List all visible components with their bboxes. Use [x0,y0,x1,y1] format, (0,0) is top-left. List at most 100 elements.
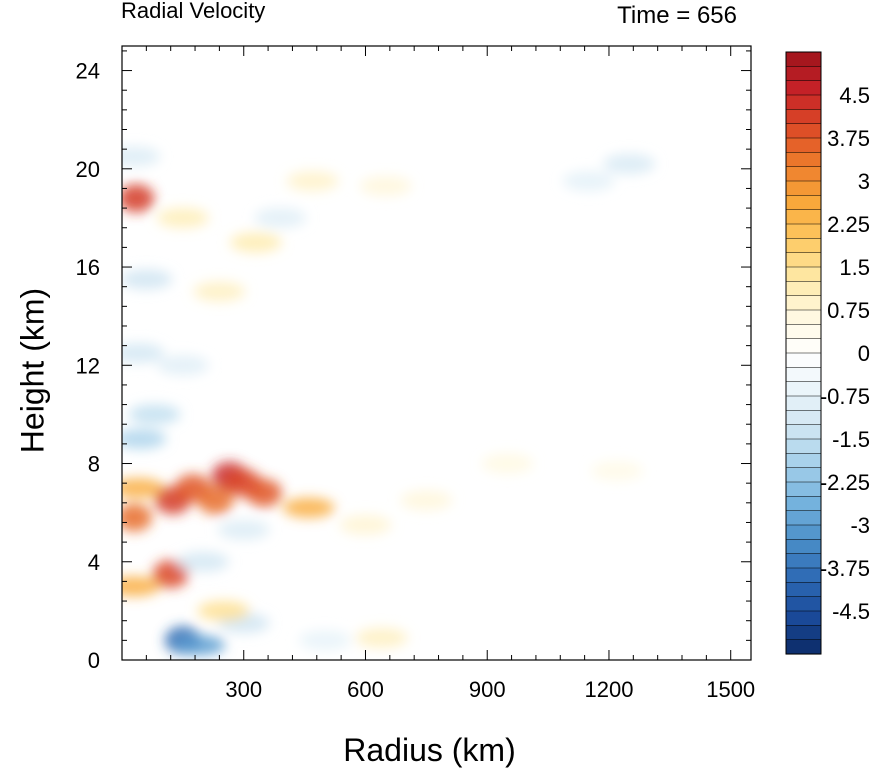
field-feature [122,503,153,532]
field-feature [152,560,189,589]
field-feature [122,428,167,449]
field-feature [122,184,155,213]
colorbar-bin [785,94,822,110]
field-feature [298,630,351,651]
colorbar-bin [785,539,822,555]
colorbar-bin [785,51,822,67]
field-feature [229,232,282,253]
field-feature [217,519,270,540]
y-tick-label: 0 [88,648,100,673]
y-tick-label: 4 [88,550,100,575]
colorbar-label: -1.5 [832,427,870,452]
colorbar-label: 3.75 [827,126,870,151]
chart-title: Radial Velocity [121,0,266,23]
field-feature [562,171,615,192]
colorbar-bin [785,524,822,540]
colorbar-label: 3 [858,169,870,194]
y-tick-label: 8 [88,452,100,477]
field-feature [122,343,165,363]
colorbar-bin [785,166,822,182]
colorbar-bin [785,510,822,526]
colorbar: 4.5 3.75 3 2.25 1.5 0.75 0 -0.75 -1.5 -2.25 -3 -3.7… [785,51,870,655]
field-feature [286,171,339,192]
field-blobs [122,146,656,656]
velocity-field [122,146,656,656]
field-feature [177,551,230,572]
field-feature [156,207,209,228]
colorbar-bin [785,596,822,612]
x-tick-label: 300 [225,677,262,702]
x-tick-label: 1200 [584,677,633,702]
colorbar-label: -2.25 [820,470,870,495]
colorbar-label: 0 [858,341,870,366]
field-feature [173,635,226,656]
colorbar-label: 2.25 [827,212,870,237]
colorbar-bin [785,123,822,139]
colorbar-bin [785,424,822,440]
field-feature [156,355,209,376]
x-axis-label: Radius (km) [343,732,516,768]
colorbar-bin [785,395,822,411]
field-feature [128,404,181,425]
x-tick-label: 600 [347,677,384,702]
colorbar-bin [785,338,822,354]
colorbar-bin [785,309,822,325]
field-feature [254,207,307,228]
colorbar-bin [785,553,822,569]
colorbar-bin [785,610,822,626]
colorbar-bin [785,180,822,196]
colorbar-bin [785,80,822,96]
colorbar-bin [785,453,822,469]
colorbar-bin [785,496,822,512]
field-feature [197,486,234,515]
field-feature [355,627,408,648]
field-feature [193,281,246,302]
colorbar-bin [785,567,822,583]
colorbar-bin [785,223,822,239]
field-feature [591,460,644,481]
colorbar-bin [785,481,822,497]
colorbar-label: -4.5 [832,599,870,624]
field-feature [197,600,250,621]
field-feature [400,490,453,511]
colorbar-bin [785,152,822,168]
colorbar-label: -3 [850,513,870,538]
colorbar-bin [785,137,822,153]
colorbar-label: 0.75 [827,298,870,323]
colorbar-label: -0.75 [820,384,870,409]
colorbar-label: 1.5 [839,255,870,280]
field-feature [359,175,412,196]
colorbar-bin [785,281,822,297]
colorbar-bin [785,66,822,82]
colorbar-bin [785,266,822,282]
colorbar-bin [785,209,822,225]
colorbar-bin [785,238,822,254]
colorbar-bin [785,324,822,340]
colorbar-label: -3.75 [820,556,870,581]
colorbar-bin [785,410,822,426]
colorbar-bin [785,625,822,641]
colorbar-bin [785,639,822,655]
x-tick-label: 900 [469,677,506,702]
colorbar-bin [785,367,822,383]
colorbar-bin [785,438,822,454]
field-feature [339,514,392,535]
field-feature [246,478,283,507]
y-tick-label: 20 [76,157,100,182]
colorbar-frame [785,51,822,655]
field-feature [282,497,335,518]
colorbar-bin [785,467,822,483]
field-feature [122,478,165,499]
plot-frame [121,45,752,661]
x-tick-label: 1500 [706,677,755,702]
axes: 300 600 900 1200 1500 0 4 8 12 16 20 24 [76,45,755,702]
colorbar-label: 4.5 [839,83,870,108]
y-tick-label: 24 [76,59,100,84]
colorbar-bin [785,252,822,268]
colorbar-bin [785,195,822,211]
time-label: Time = 656 [617,2,737,29]
colorbar-bin [785,582,822,598]
colorbar-bin [785,109,822,125]
y-tick-label: 12 [76,353,100,378]
